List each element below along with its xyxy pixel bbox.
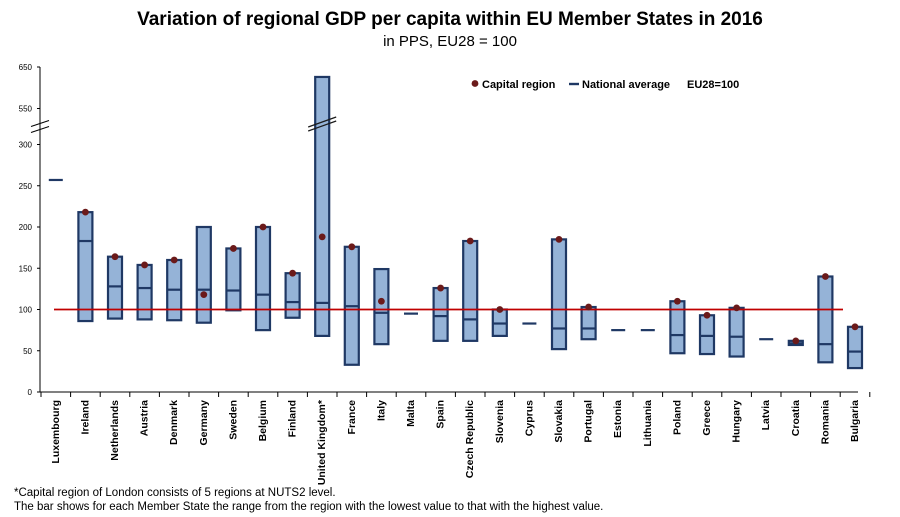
capital-region-marker bbox=[82, 208, 89, 216]
range-bar bbox=[462, 239, 479, 342]
capital-region-marker bbox=[111, 253, 119, 261]
range-bar bbox=[817, 275, 834, 364]
category-label: Portugal bbox=[583, 400, 595, 443]
y-tick-label: 50 bbox=[23, 347, 32, 356]
range-bar bbox=[314, 75, 331, 338]
category-label: United Kingdom* bbox=[316, 399, 328, 485]
chart-subtitle: in PPS, EU28 = 100 bbox=[383, 33, 517, 50]
category-label: France bbox=[346, 400, 358, 435]
category-label: Estonia bbox=[612, 400, 624, 438]
category-label: Slovenia bbox=[494, 400, 506, 443]
y-tick-label: 0 bbox=[28, 388, 33, 397]
capital-region-marker bbox=[585, 303, 592, 311]
category-label: Finland bbox=[287, 400, 299, 437]
category-label: Italy bbox=[375, 400, 387, 421]
category-label: Cyprus bbox=[523, 400, 535, 436]
capital-region-marker bbox=[703, 311, 711, 319]
bar-break-mark bbox=[307, 116, 337, 128]
legend-capital-marker bbox=[471, 80, 479, 87]
chart-title: Variation of regional GDP per capita wit… bbox=[137, 9, 763, 30]
range-bar bbox=[254, 225, 272, 332]
category-label: Luxembourg bbox=[50, 400, 62, 464]
bar-break-mark bbox=[307, 120, 337, 132]
capital-region-marker bbox=[348, 243, 356, 251]
category-label: Belgium bbox=[257, 400, 269, 441]
category-label: Romania bbox=[819, 400, 831, 445]
range-bar bbox=[225, 247, 242, 312]
capital-region-marker bbox=[851, 323, 859, 331]
capital-region-marker bbox=[318, 233, 326, 241]
axis-break-mark bbox=[30, 120, 50, 127]
capital-region-marker bbox=[555, 235, 563, 243]
range-bar bbox=[432, 286, 449, 342]
category-label: Denmark bbox=[168, 400, 180, 445]
capital-region-marker bbox=[466, 237, 474, 245]
category-label: Austria bbox=[139, 400, 151, 436]
y-tick-label: 150 bbox=[19, 264, 33, 273]
category-label: Ireland bbox=[79, 400, 91, 434]
category-label: Netherlands bbox=[109, 400, 121, 461]
capital-region-marker bbox=[496, 306, 504, 313]
range-bar bbox=[580, 305, 597, 341]
range-bar bbox=[284, 272, 301, 319]
category-label: Latvia bbox=[760, 400, 772, 431]
capital-region-marker bbox=[289, 269, 296, 277]
y-tick-label: 250 bbox=[19, 182, 33, 191]
y-tick-label: 100 bbox=[19, 306, 33, 315]
capital-region-marker bbox=[792, 337, 800, 345]
footnote-bar-explanation: The bar shows for each Member State the … bbox=[14, 501, 604, 513]
category-label: Germany bbox=[198, 400, 210, 446]
capital-region-marker bbox=[200, 291, 208, 299]
range-bar bbox=[77, 211, 94, 323]
category-label: Sweden bbox=[227, 400, 239, 440]
legend-capital-label: Capital region bbox=[482, 79, 556, 91]
y-tick-label: 300 bbox=[19, 141, 33, 150]
axis-break-mark bbox=[30, 126, 50, 133]
category-label: Bulgaria bbox=[849, 400, 861, 442]
y-tick-label: 550 bbox=[19, 105, 33, 114]
category-label: Slovakia bbox=[553, 400, 565, 443]
capital-region-marker bbox=[259, 223, 267, 231]
capital-region-marker bbox=[170, 256, 178, 264]
range-bar bbox=[136, 263, 153, 321]
category-label: Lithuania bbox=[642, 400, 654, 447]
y-tick-label: 650 bbox=[19, 63, 33, 72]
capital-region-marker bbox=[141, 261, 149, 269]
capital-region-marker bbox=[822, 273, 829, 280]
capital-region-marker bbox=[733, 304, 740, 312]
capital-region-marker bbox=[674, 297, 681, 305]
category-label: Malta bbox=[405, 400, 417, 427]
range-bar bbox=[728, 306, 745, 358]
range-bar bbox=[698, 314, 716, 356]
capital-region-marker bbox=[378, 297, 385, 305]
category-label: Poland bbox=[671, 400, 683, 435]
range-bar bbox=[373, 267, 390, 346]
footnote-london: *Capital region of London consists of 5 … bbox=[14, 487, 336, 499]
category-label: Greece bbox=[701, 400, 713, 436]
y-tick-label: 200 bbox=[19, 223, 33, 232]
category-label: Czech Republic bbox=[464, 400, 476, 478]
legend-eu-label: EU28=100 bbox=[687, 79, 739, 91]
category-label: Spain bbox=[435, 400, 447, 429]
range-bar bbox=[846, 325, 864, 370]
range-bar bbox=[550, 238, 568, 351]
capital-region-marker bbox=[230, 245, 237, 252]
capital-region-marker bbox=[437, 284, 444, 292]
category-label: Hungary bbox=[731, 400, 743, 443]
legend-national-label: National average bbox=[582, 79, 670, 91]
range-bar bbox=[195, 225, 212, 324]
category-label: Croatia bbox=[790, 400, 802, 436]
